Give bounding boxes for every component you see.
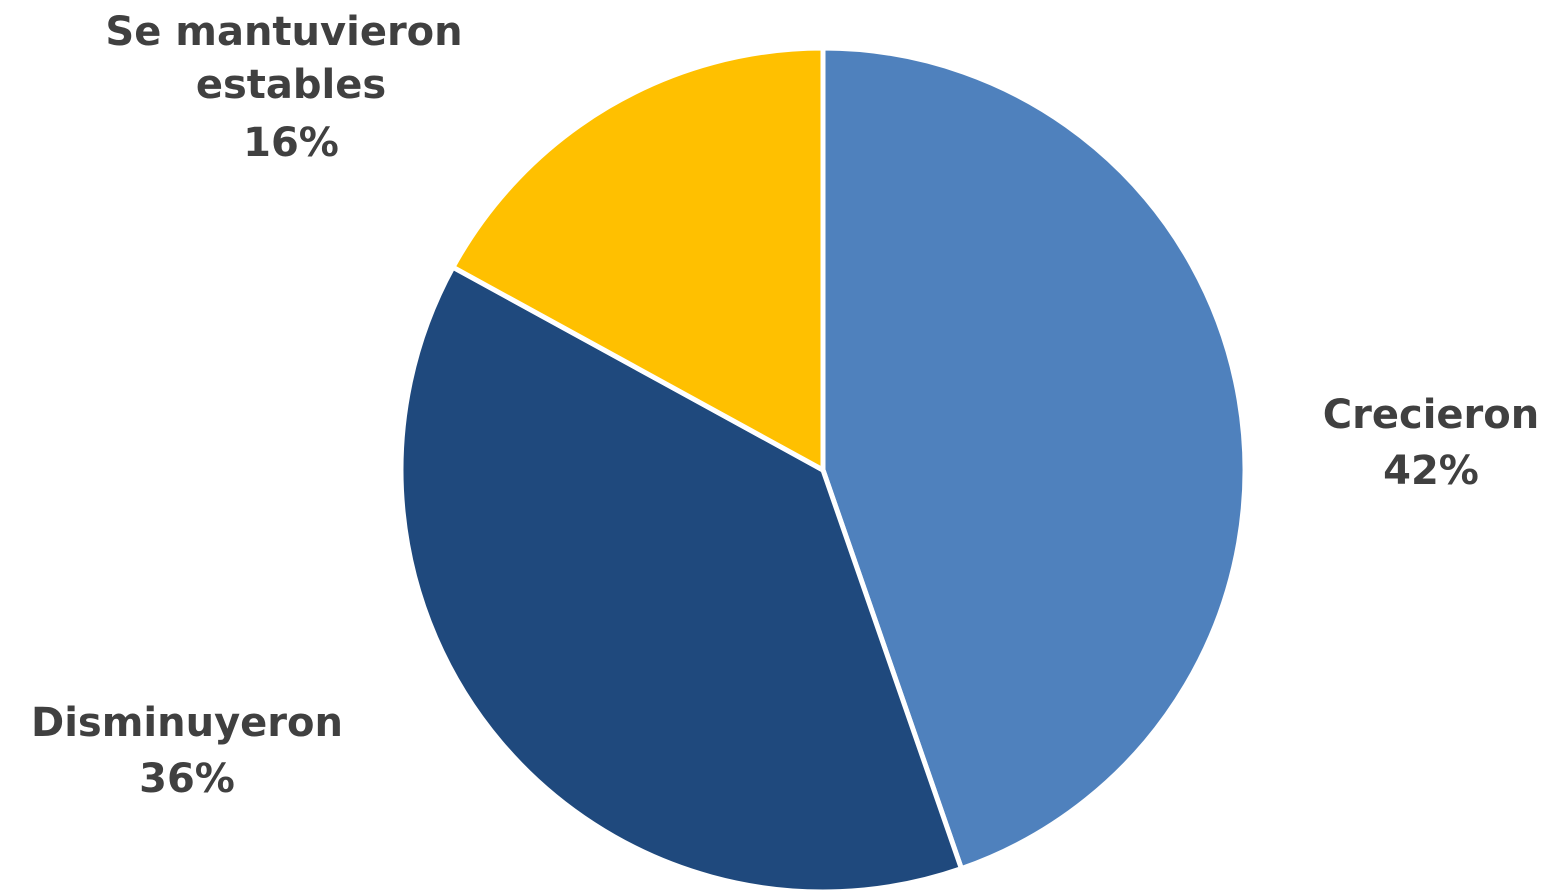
pie-slice-se-mantuvieron-estables	[450, 45, 826, 473]
slice-label-se-mantuvieron-estables: Se mantuvieron estables	[105, 9, 476, 108]
pie-slice-disminuyeron	[398, 264, 964, 890]
slice-label-disminuyeron: Disminuyeron	[31, 700, 343, 746]
data-label-se-mantuvieron-estables: Se mantuvieron estables 16%	[105, 9, 476, 166]
data-label-crecieron: Crecieron 42%	[1323, 392, 1539, 494]
slice-value-disminuyeron: 36%	[139, 756, 235, 802]
slice-value-se-mantuvieron-estables: 16%	[243, 120, 339, 166]
pie-slice-crecieron	[820, 45, 1248, 872]
slice-label-line-1: Se mantuvieron	[105, 9, 462, 55]
pie-slices	[398, 45, 1248, 890]
slice-label-line-2: estables	[196, 62, 386, 108]
slice-value-crecieron: 42%	[1383, 448, 1479, 494]
data-label-disminuyeron: Disminuyeron 36%	[31, 700, 343, 802]
slice-label-crecieron: Crecieron	[1323, 392, 1539, 438]
